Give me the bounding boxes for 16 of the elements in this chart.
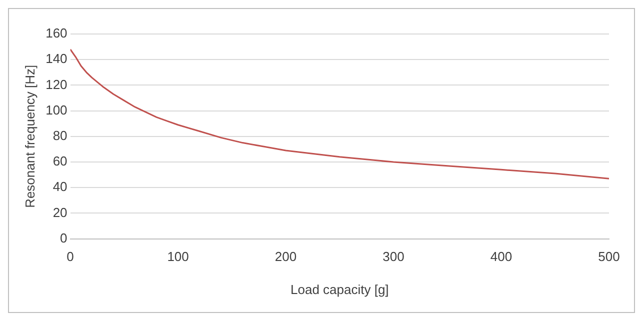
x-tick-label: 100: [167, 249, 189, 264]
y-tick-label: 20: [52, 204, 68, 220]
y-tick-label: 140: [46, 51, 68, 66]
x-axis-title: Load capacity [g]: [290, 282, 389, 297]
y-tick-label: 60: [52, 154, 68, 169]
y-tick-label: 0: [60, 230, 68, 246]
y-tick-label: 120: [46, 76, 68, 92]
y-tick-label: 40: [52, 179, 68, 194]
x-tick-label: 200: [274, 249, 297, 264]
y-tick-label: 80: [52, 128, 68, 143]
x-tick-label: 500: [598, 249, 620, 264]
y-axis-title: Resonant frequency [Hz]: [22, 64, 38, 208]
y-tick-label: 100: [46, 102, 68, 118]
y-tick-label: 160: [46, 26, 68, 41]
x-tick-label: 300: [382, 249, 404, 264]
x-tick-label: 400: [490, 249, 512, 264]
